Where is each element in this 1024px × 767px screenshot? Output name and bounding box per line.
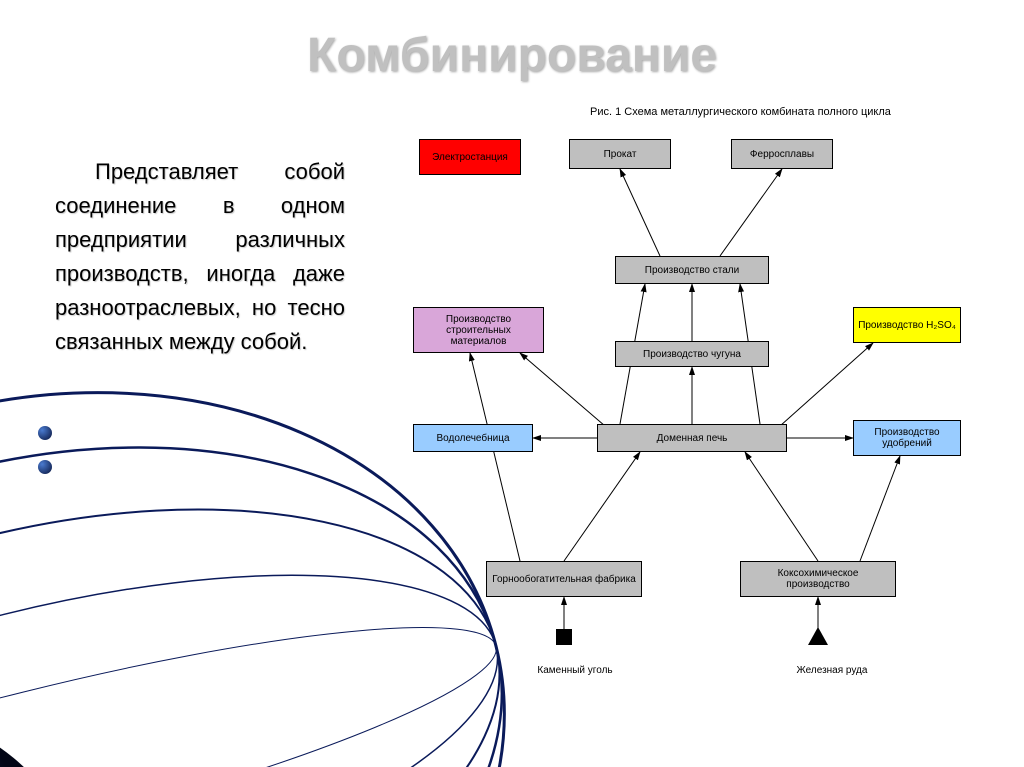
node-ferro: Ферросплавы [731, 139, 833, 169]
node-stroymat: Производство строительных материалов [413, 307, 544, 353]
source-coal-icon [556, 629, 572, 645]
source-ore-icon [808, 627, 828, 645]
body-text: Представляет собой соединение в одном пр… [55, 155, 345, 360]
node-chugun: Производство чугуна [615, 341, 769, 367]
body-text-content: Представляет собой соединение в одном пр… [55, 159, 345, 354]
slide-bullet-icon [38, 460, 52, 474]
node-udobr: Производство удобрений [853, 420, 961, 456]
source-coal-label: Каменный уголь [520, 665, 630, 676]
node-koks: Коксохимическое производство [740, 561, 896, 597]
node-prokat: Прокат [569, 139, 671, 169]
node-vodo: Водолечебница [413, 424, 533, 452]
slide-bullet-icon [38, 426, 52, 440]
decorative-arcs [0, 300, 520, 767]
node-fabrika: Горнообогатительная фабрика [486, 561, 642, 597]
node-steel: Производство стали [615, 256, 769, 284]
diagram-caption: Рис. 1 Схема металлургического комбината… [590, 106, 891, 118]
node-h2so4: Производство H₂SO₄ [853, 307, 961, 343]
source-ore-label: Железная руда [777, 665, 887, 676]
slide-title: Комбинирование [0, 28, 1024, 83]
node-domna: Доменная печь [597, 424, 787, 452]
node-electro: Электростанция [419, 139, 521, 175]
